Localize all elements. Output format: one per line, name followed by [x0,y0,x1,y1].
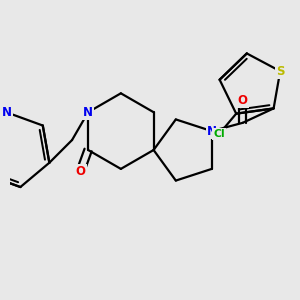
Text: O: O [238,94,248,106]
Text: O: O [75,165,85,178]
Text: N: N [83,106,93,119]
Text: N: N [2,106,12,119]
Text: N: N [207,124,217,138]
Text: Cl: Cl [213,129,225,139]
Text: S: S [276,65,284,78]
